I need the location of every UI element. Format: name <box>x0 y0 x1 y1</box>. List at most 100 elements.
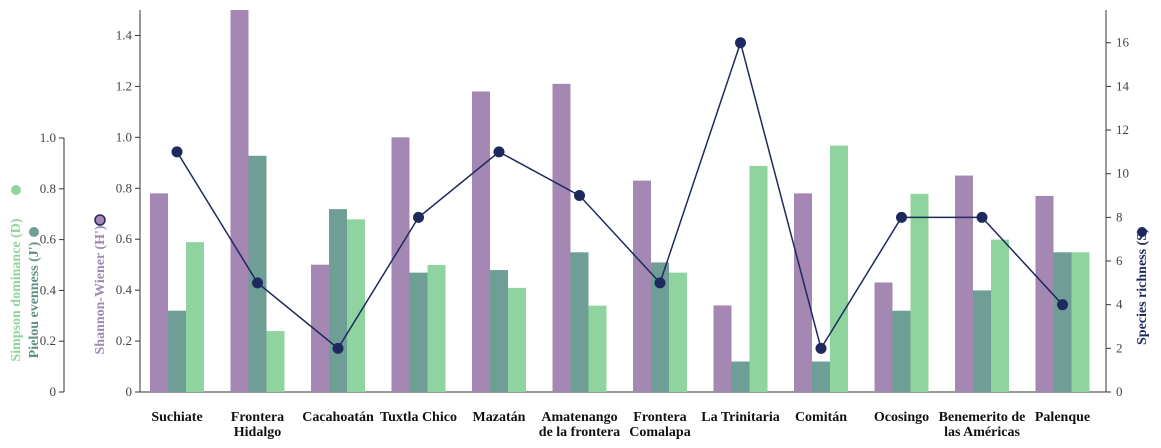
bar-pielou <box>168 310 186 392</box>
x-axis-category-label: Frontera Comalapa <box>629 410 690 440</box>
bar-simpson <box>910 193 929 392</box>
y-axis-richness-tick-label: 6 <box>1116 253 1123 268</box>
x-axis-category-label-line: Mazatán <box>473 410 526 425</box>
x-axis-category-label-line: Amatenango <box>541 410 617 425</box>
bar-pielou <box>812 361 830 392</box>
y-axis-index-tick-label: 0.2 <box>40 333 56 348</box>
bar-shannon <box>311 264 329 392</box>
x-axis-category-label-line: Frontera <box>633 410 686 425</box>
bar-simpson <box>588 305 607 392</box>
bar-simpson <box>186 242 204 392</box>
x-axis-category-label-line: Cacahoatán <box>302 410 374 425</box>
x-axis-category-label-line: Comitán <box>795 410 847 425</box>
y-axis-richness-tick-label: 2 <box>1116 340 1123 355</box>
y-axis-richness-tick-label: 4 <box>1116 297 1123 312</box>
x-axis-category-label: Palenque <box>1035 410 1090 425</box>
y-axis-shannon-tick-label: 0 <box>126 384 133 399</box>
y-axis-shannon-tick-label: 0.6 <box>116 231 133 246</box>
y-axis-index-tick-label: 0.8 <box>40 181 56 196</box>
x-axis-category-label: Amatenango de la frontera <box>539 410 620 440</box>
richness-point <box>171 146 183 158</box>
bar-pielou <box>731 361 750 392</box>
bar-pielou <box>1053 252 1072 392</box>
bar-simpson <box>669 272 687 392</box>
y-axis-shannon-tick-label: 1.4 <box>116 27 133 42</box>
y-axis-richness-tick-label: 12 <box>1116 122 1129 137</box>
y-axis-shannon-label: Shannon-Wiener (H') <box>93 225 108 354</box>
x-axis-category-label-line: Frontera <box>231 410 284 425</box>
richness-point <box>413 211 424 223</box>
x-axis-category-label-line: Benemerito de <box>939 410 1026 425</box>
x-axis-category-label-line: Tuxtla Chico <box>380 410 457 425</box>
x-axis-category-label-line: Hidalgo <box>234 425 281 440</box>
x-axis-category-label: Benemerito de las Américas <box>939 410 1026 440</box>
richness-point <box>252 277 263 289</box>
x-axis-category-label: Comitán <box>795 410 847 425</box>
bar-pielou <box>651 262 669 392</box>
bar-pielou <box>973 290 991 392</box>
x-axis-category-label: Ocosingo <box>874 410 929 425</box>
richness-point <box>815 342 827 354</box>
shannon-marker-icon <box>94 214 106 226</box>
bar-pielou <box>409 272 428 392</box>
simpson-marker-icon <box>11 185 21 195</box>
richness-point <box>654 277 666 289</box>
y-axis-richness-tick-label: 8 <box>1116 209 1123 224</box>
bar-simpson <box>347 219 365 392</box>
bar-shannon <box>230 10 249 392</box>
pielou-marker-icon <box>29 227 39 237</box>
richness-point <box>332 342 344 354</box>
bar-simpson <box>427 265 446 392</box>
x-axis-category-label-line: La Trinitaria <box>701 410 779 425</box>
bar-shannon <box>1035 195 1054 392</box>
y-axis-richness-tick-label: 10 <box>1116 166 1129 181</box>
x-axis-category-label-line: Suchiate <box>151 410 202 425</box>
x-axis-category-label: Suchiate <box>151 410 202 425</box>
richness-point <box>976 211 988 223</box>
x-axis-category-label: Mazatán <box>473 410 526 425</box>
bar-pielou <box>490 270 508 392</box>
x-axis-category-label-line: de la frontera <box>539 425 620 440</box>
bar-simpson <box>1071 252 1090 392</box>
bar-shannon <box>713 305 732 392</box>
y-axis-simpson-label: Simpson dominance (D) <box>9 218 24 361</box>
x-axis-category-label-line: Comalapa <box>629 425 690 440</box>
bar-pielou <box>570 252 589 392</box>
x-axis-category-label: La Trinitaria <box>701 410 779 425</box>
richness-line <box>176 40 1064 351</box>
bar-shannon <box>391 137 410 392</box>
y-axis-shannon-tick-label: 1.0 <box>116 129 132 144</box>
richness-point <box>493 146 505 158</box>
bar-shannon <box>472 91 490 392</box>
y-axis-shannon-tick-label: 0.2 <box>116 333 132 348</box>
richness-point <box>735 37 746 49</box>
y-axis-richness-tick-label: 16 <box>1116 35 1130 50</box>
y-axis-index-tick-label: 1.0 <box>40 130 56 145</box>
y-axis-richness-label: Species richness (S) <box>1135 228 1150 345</box>
bar-simpson <box>508 287 526 392</box>
y-axis-index-tick-label: 0.6 <box>40 232 57 247</box>
bar-simpson <box>830 145 848 392</box>
bar-simpson <box>266 331 285 392</box>
y-axis-index-tick-label: 0 <box>50 384 57 399</box>
y-axis-index-tick-label: 0.4 <box>40 282 57 297</box>
bar-pielou <box>329 209 347 392</box>
bar-shannon <box>874 282 893 392</box>
y-axis-richness-tick-label: 0 <box>1116 384 1123 399</box>
bar-shannon <box>794 193 812 392</box>
y-axis-shannon-tick-label: 0.8 <box>116 180 132 195</box>
y-axis-shannon-tick-label: 0.4 <box>116 282 133 297</box>
x-axis-category-label-line: las Américas <box>944 425 1020 440</box>
x-axis-category-label-line: Palenque <box>1035 410 1090 425</box>
richness-point <box>896 211 907 223</box>
bar-shannon <box>552 83 571 392</box>
x-axis-category-label: Cacahoatán <box>302 410 374 425</box>
bar-shannon <box>633 180 651 392</box>
y-axis-shannon-tick-label: 1.2 <box>116 78 132 93</box>
richness-point <box>574 190 585 202</box>
richness-marker-icon <box>1137 227 1147 237</box>
y-axis-richness-tick-label: 14 <box>1116 78 1130 93</box>
richness-point <box>1057 299 1068 311</box>
x-axis-category-label-line: Ocosingo <box>874 410 929 425</box>
